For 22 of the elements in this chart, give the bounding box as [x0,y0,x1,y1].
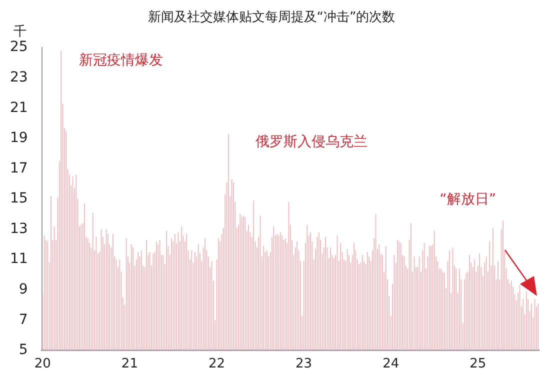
y-tick-label: 11 [10,251,28,268]
x-tick-label: 23 [296,356,312,372]
y-tick-label: 23 [10,70,28,86]
annotation: “解放日” [440,192,496,208]
annotation: 新冠疫情爆发 [79,52,164,68]
y-axis-title: 千 [13,24,26,40]
x-tick-label: 20 [34,356,51,372]
y-tick-label: 21 [10,100,28,116]
y-tick-label: 9 [18,281,28,298]
y-tick-label: 15 [10,190,28,207]
y-tick-label: 19 [10,130,28,146]
y-tick-label: 5 [18,342,28,358]
y-tick-label: 13 [10,220,28,237]
x-tick-label: 25 [470,356,486,372]
x-tick-label: 24 [382,356,400,372]
annotation: 俄罗斯入侵乌克兰 [256,134,368,150]
x-tick-label: 22 [208,356,226,372]
x-tick-label: 21 [121,356,138,372]
chart-title: 新闻及社交媒体贴文每周提及“冲击”的次数 [148,9,396,26]
y-tick-label: 7 [18,312,28,328]
y-tick-label: 17 [10,160,28,176]
y-tick-label: 25 [10,39,28,56]
